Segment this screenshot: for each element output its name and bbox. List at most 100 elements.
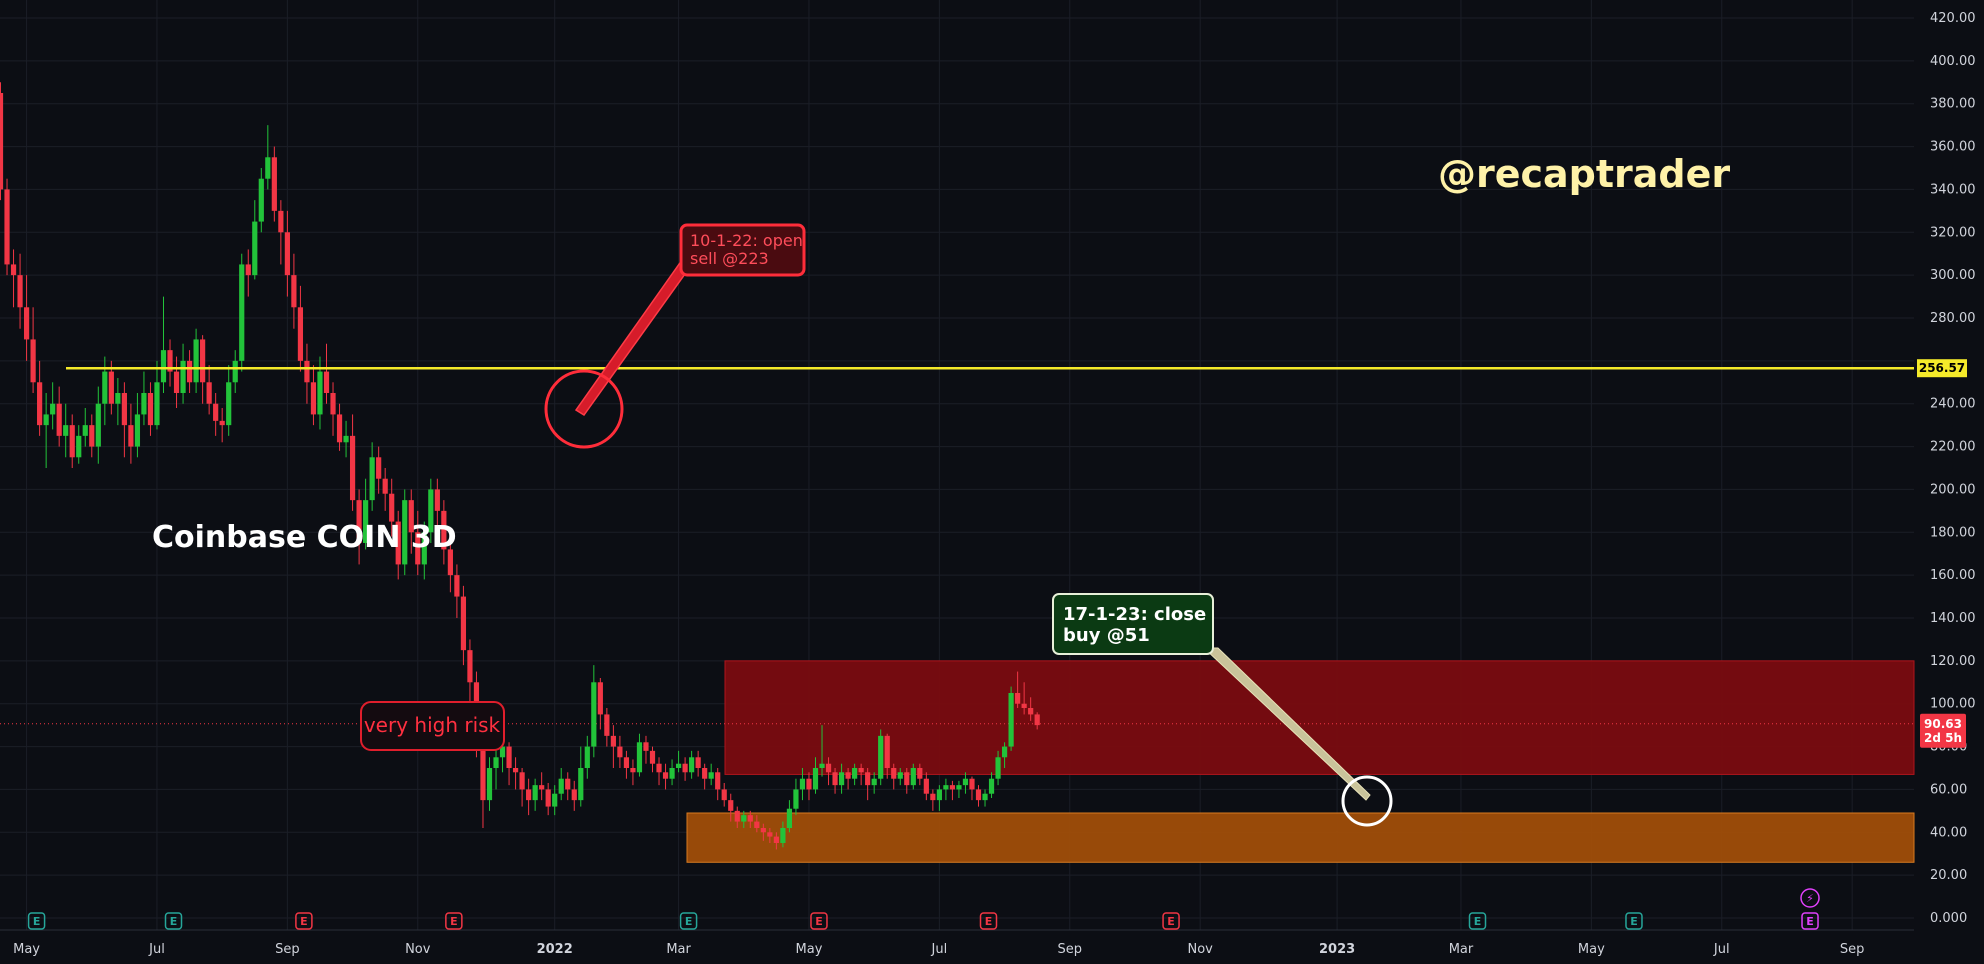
candle-body — [786, 808, 793, 828]
x-axis[interactable]: May Jul Sep Nov 2022 Mar May Jul Sep Nov 2023 Mar Ma… — [0, 929, 1914, 957]
y-tick-label: 220.00 — [1930, 440, 1976, 455]
earnings-event-icon[interactable] — [27, 912, 46, 930]
candle-body — [623, 757, 630, 768]
candle-body — [486, 768, 493, 801]
candle-body — [17, 275, 23, 308]
buy-callout-box[interactable] — [1052, 593, 1214, 655]
candle-body — [852, 768, 858, 779]
candle-body — [219, 420, 225, 426]
event-glyph: ⚡ — [1806, 892, 1814, 905]
candle-body — [200, 339, 206, 383]
candle-body — [349, 435, 356, 501]
candle-body — [147, 393, 154, 426]
candles — [0, 82, 1040, 850]
event-glyph: E — [985, 915, 993, 928]
candle-body — [278, 210, 284, 233]
candle-body — [421, 532, 427, 565]
candle-body — [812, 768, 819, 790]
y-axis[interactable]: 0.00020.0040.0060.0080.00100.00120.00140… — [1917, 11, 1976, 926]
candle-body — [552, 793, 558, 807]
y-tick-label: 160.00 — [1930, 568, 1976, 583]
earnings-event-icon[interactable] — [1468, 912, 1487, 930]
candle-body — [56, 403, 62, 436]
candle-body — [291, 275, 297, 308]
earnings-event-icon[interactable] — [810, 912, 828, 930]
candle-body — [962, 778, 969, 786]
candle-body — [499, 746, 506, 758]
risk-label-box[interactable] — [360, 701, 505, 751]
candle-body — [669, 768, 675, 779]
candle-body — [23, 307, 30, 340]
x-tick-label: May — [1578, 942, 1605, 957]
candle-body — [884, 735, 890, 768]
y-tick-label: 320.00 — [1930, 225, 1976, 240]
candle-body — [943, 785, 949, 790]
candle-body — [0, 93, 4, 190]
candle-body — [310, 382, 317, 415]
x-tick-label: Nov — [405, 942, 431, 957]
candle-body — [493, 757, 499, 768]
candle-body — [597, 682, 603, 715]
candle-body — [565, 778, 571, 790]
candle-body — [662, 772, 669, 779]
candle-body — [825, 763, 832, 773]
x-tick-label: May — [796, 942, 823, 957]
earnings-event-icon[interactable] — [1801, 912, 1819, 930]
candle-body — [519, 772, 525, 790]
dividend-event-icon[interactable] — [1800, 888, 1820, 908]
candle-body — [480, 746, 486, 801]
earnings-event-icon[interactable] — [445, 912, 463, 930]
candle-body — [988, 778, 995, 794]
level-price-tag[interactable] — [1917, 359, 1967, 378]
event-markers[interactable]: E E E E E E E E E E E ⚡ — [27, 888, 1820, 930]
x-tick-label: Mar — [1449, 942, 1474, 957]
candle-body — [878, 735, 884, 779]
candle-body — [173, 371, 180, 393]
candle-body — [284, 232, 290, 276]
last-price-text: 90.63 — [1924, 717, 1962, 731]
candle-body — [845, 772, 851, 779]
candle-body — [995, 757, 1001, 779]
candle-body — [454, 575, 460, 597]
candle-body — [871, 778, 877, 786]
sell-callout-box[interactable] — [679, 223, 806, 277]
earnings-event-icon[interactable] — [679, 912, 698, 930]
earnings-event-icon[interactable] — [1625, 912, 1643, 930]
y-tick-label: 20.00 — [1930, 868, 1967, 883]
earnings-event-icon[interactable] — [1162, 912, 1180, 930]
chart-title: Coinbase COIN 3D — [152, 520, 457, 555]
sell-circle-marker — [544, 369, 624, 449]
candle-body — [799, 778, 806, 790]
candle-body — [258, 178, 264, 222]
candle-body — [37, 382, 43, 426]
y-tick-label: 0.000 — [1930, 911, 1967, 926]
earnings-event-icon[interactable] — [164, 912, 183, 930]
event-glyph: E — [300, 915, 308, 928]
candle-body — [336, 414, 343, 443]
y-tick-label: 280.00 — [1930, 311, 1976, 326]
y-tick-label: 380.00 — [1930, 97, 1976, 112]
earnings-event-icon[interactable] — [979, 912, 998, 930]
candle-body — [232, 360, 238, 383]
candle-body — [721, 789, 727, 801]
candle-body — [10, 264, 17, 276]
candle-body — [180, 360, 186, 393]
candle-body — [428, 489, 434, 533]
candle-body — [838, 772, 845, 786]
candle-body — [526, 789, 532, 801]
candle-body — [571, 789, 577, 801]
sell-callout-line2: sell @223 — [690, 249, 769, 268]
candle-body — [767, 832, 773, 837]
earnings-event-icon[interactable] — [295, 912, 313, 930]
candle-body — [460, 596, 467, 651]
candle-body — [447, 549, 453, 576]
candle-body — [532, 785, 538, 801]
orange-zone — [686, 812, 1915, 863]
candle-body — [819, 763, 825, 768]
last-price-tag[interactable] — [1920, 713, 1966, 748]
candle-body — [317, 371, 323, 415]
y-tick-label: 240.00 — [1930, 397, 1976, 412]
